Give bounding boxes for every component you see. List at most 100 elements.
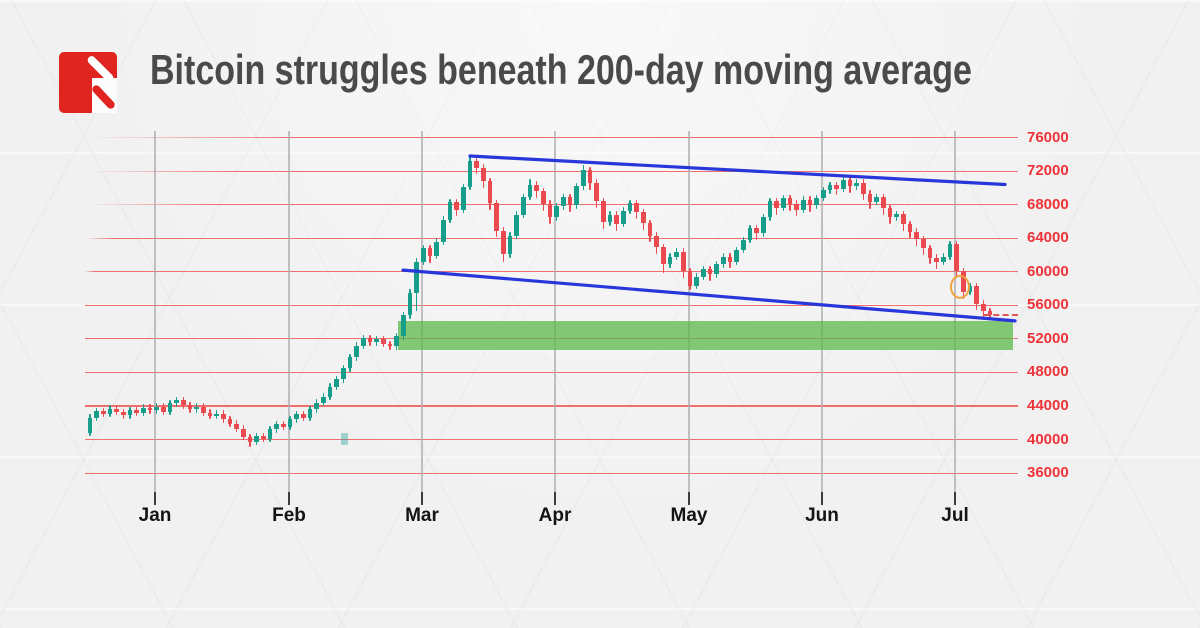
candle-body [574, 186, 580, 206]
x-axis-label: Jul [941, 505, 969, 526]
candle-body [954, 244, 960, 271]
page-title: Bitcoin struggles beneath 200-day moving… [150, 47, 972, 94]
candle-body [927, 248, 933, 258]
candle-body [234, 423, 240, 429]
x-axis-label: Feb [272, 505, 306, 526]
candle-body [734, 249, 740, 262]
y-axis-label: 76000 [1027, 128, 1069, 146]
candle-body [907, 223, 913, 232]
watermark-square [341, 433, 348, 445]
y-axis-label: 60000 [1027, 262, 1069, 280]
price-gridline [85, 170, 1018, 172]
candle-body [814, 197, 820, 206]
y-axis-label: 52000 [1027, 329, 1069, 347]
price-gridline [85, 405, 1018, 407]
candle-body [434, 241, 440, 256]
candle-body [754, 228, 760, 234]
candle-body [240, 428, 246, 438]
candle-body [400, 315, 406, 337]
candle-body [654, 235, 660, 248]
candle-body [514, 214, 520, 236]
candle-body [394, 336, 400, 347]
candle-body [94, 411, 100, 418]
candle-body [180, 400, 186, 406]
candle-body [500, 230, 506, 255]
candle-body [827, 185, 833, 191]
candle-body [167, 403, 173, 412]
candle-body [980, 303, 986, 312]
y-axis-label: 44000 [1027, 397, 1069, 414]
candle-body [660, 247, 666, 265]
candle-body [794, 203, 800, 210]
candle-body [120, 411, 126, 416]
candle-body [274, 424, 280, 430]
candle-body [667, 256, 673, 265]
candle-body [220, 413, 226, 420]
candle-body [460, 187, 466, 210]
candle-body [547, 203, 553, 218]
candle-body [327, 386, 333, 397]
month-tick [154, 492, 156, 505]
candle-body [87, 417, 93, 433]
candle-body [580, 170, 586, 187]
candle-body [974, 286, 980, 304]
month-gridline [688, 131, 690, 504]
candle-body [920, 239, 926, 249]
candle-body [407, 292, 413, 316]
candle-body [714, 264, 720, 275]
price-gridline [85, 136, 1018, 139]
candle-body [554, 206, 560, 218]
y-axis-label: 56000 [1027, 296, 1069, 314]
price-gridline [85, 304, 1018, 306]
candle-body [854, 182, 860, 187]
price-gridline [85, 371, 1018, 374]
candle-body [447, 202, 453, 220]
candle-body [747, 228, 753, 240]
y-axis-label: 68000 [1027, 195, 1069, 213]
candle-body [347, 357, 353, 369]
candle-body [154, 406, 160, 411]
candle-body [680, 251, 686, 271]
candle-body [287, 419, 293, 427]
candle-body [254, 436, 260, 443]
candle-body [674, 251, 680, 257]
candle-body [760, 217, 766, 234]
candle-body [800, 199, 806, 210]
candle-body [474, 161, 480, 168]
month-gridline [421, 131, 423, 504]
price-gridline [85, 472, 1018, 474]
candle-wick [935, 254, 938, 270]
candle-body [280, 424, 286, 427]
candle-body [967, 286, 973, 292]
month-gridline [288, 131, 290, 504]
candle-body [427, 248, 433, 256]
candle-body [227, 419, 233, 424]
candle-body [127, 410, 133, 416]
candle-body [607, 214, 613, 223]
candle-body [874, 197, 880, 203]
month-gridline [554, 131, 556, 504]
brand-logo [59, 52, 117, 113]
y-axis-label: 36000 [1027, 464, 1069, 482]
candle-body [100, 411, 106, 414]
month-tick [288, 492, 290, 505]
candle-body [107, 408, 113, 414]
candle-body [600, 201, 606, 223]
candle-body [387, 343, 393, 347]
month-gridline [154, 131, 156, 504]
x-axis-label: Apr [538, 505, 572, 526]
candle-body [134, 410, 140, 413]
candle-body [900, 213, 906, 224]
candle-body [260, 436, 266, 439]
last-price-dash [984, 314, 1018, 317]
candle-body [780, 197, 786, 208]
candle-body [934, 257, 940, 262]
candle-body [487, 181, 493, 203]
y-axis-label: 40000 [1027, 430, 1069, 448]
candle-body [114, 408, 120, 412]
y-axis-label: 64000 [1027, 229, 1069, 247]
candle-body [560, 197, 566, 207]
y-axis-label: 72000 [1027, 162, 1069, 180]
candle-body [480, 167, 486, 182]
